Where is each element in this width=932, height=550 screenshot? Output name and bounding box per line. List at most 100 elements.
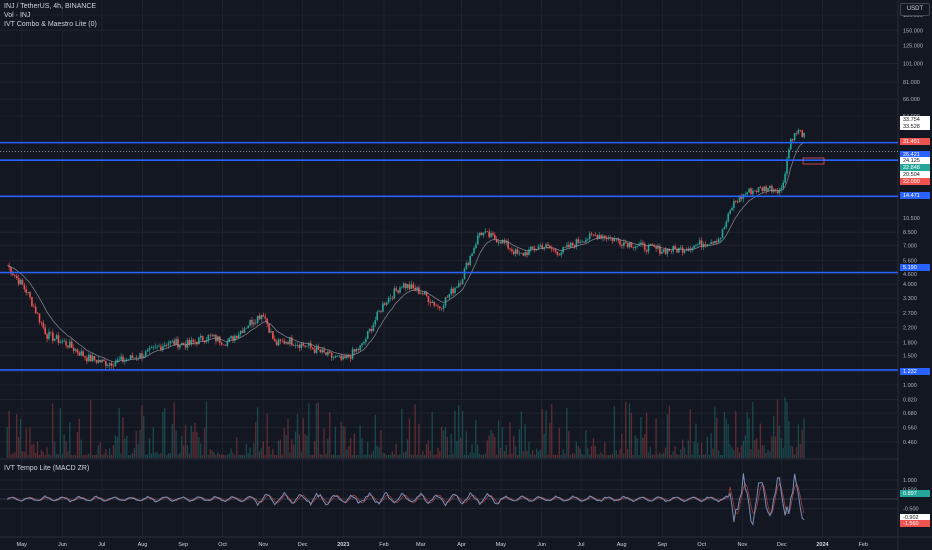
candle-body — [319, 349, 322, 353]
volume-bar — [560, 454, 562, 458]
y-tick-label: 1.500 — [903, 354, 917, 360]
volume-bar — [522, 451, 524, 458]
volume-bar — [748, 418, 750, 458]
volume-bar — [765, 452, 767, 458]
volume-bar — [619, 449, 621, 458]
candle-body — [165, 344, 168, 346]
candle-body — [340, 355, 342, 360]
candle-body — [662, 249, 665, 252]
volume-bar — [444, 427, 447, 458]
candle-body — [74, 349, 77, 351]
candle-body — [376, 311, 379, 321]
volume-bar — [162, 411, 164, 458]
candle-body — [93, 356, 96, 361]
candle-body — [357, 349, 360, 351]
candle-body — [454, 288, 456, 294]
volume-bar — [368, 454, 371, 458]
candle-body — [425, 291, 428, 297]
volume-bar — [167, 453, 170, 458]
volume-bar — [35, 452, 37, 458]
candle-body — [389, 297, 392, 299]
osc-value-label: -1.560 — [903, 521, 919, 527]
volume-bar — [693, 441, 695, 458]
volume-bar — [120, 453, 122, 458]
volume-bar — [613, 406, 615, 458]
price-axis-label: 31.451 — [903, 139, 920, 145]
candle-body — [29, 291, 31, 298]
oscillator-legend[interactable]: IVT Tempo Lite (MACD ZR) — [4, 465, 90, 472]
candle-body — [575, 239, 578, 247]
volume-bar — [554, 454, 557, 458]
candle-body — [429, 302, 432, 304]
volume-bar — [463, 454, 466, 458]
volume-bar — [63, 434, 65, 458]
volume-bar — [131, 453, 134, 458]
volume-bar — [630, 412, 633, 458]
volume-bar — [401, 408, 403, 458]
candle-body — [795, 133, 798, 134]
indicator-legend[interactable]: IVT Combo & Maestro Lite (0) — [4, 21, 97, 28]
volume-bar — [471, 444, 473, 458]
candle-body — [378, 310, 380, 312]
volume-bar — [399, 454, 401, 458]
volume-bar — [793, 454, 796, 458]
candle-body — [435, 305, 437, 307]
volume-bar — [330, 454, 333, 458]
volume-bar — [695, 423, 697, 458]
candle-body — [86, 357, 88, 362]
candle-body — [714, 240, 716, 244]
volume-legend[interactable]: Vol · INJ — [4, 12, 31, 19]
candle-body — [211, 335, 213, 337]
volume-bar — [310, 455, 312, 458]
volume-bar — [501, 427, 504, 458]
candle-body — [797, 129, 800, 134]
volume-bar — [406, 439, 409, 458]
volume-bar — [336, 454, 338, 458]
symbol-legend[interactable]: INJ / TetherUS, 4h, BINANCE — [4, 3, 97, 10]
candle-body — [791, 139, 794, 141]
volume-bar — [215, 454, 217, 458]
candle-body — [194, 341, 196, 343]
volume-bar — [238, 454, 240, 458]
candle-body — [721, 229, 724, 239]
candle-body — [505, 241, 508, 243]
price-axis-label-bg — [900, 138, 930, 145]
x-tick-label: Oct — [697, 542, 706, 548]
volume-bar — [626, 448, 629, 458]
x-tick-label: Aug — [617, 542, 627, 548]
candle-body — [786, 158, 788, 174]
volume-bar — [718, 450, 720, 458]
candle-body — [336, 356, 339, 357]
candle-body — [347, 354, 350, 357]
candle-body — [461, 279, 464, 285]
volume-bar — [687, 440, 689, 458]
candle-body — [670, 250, 673, 252]
candle-body — [456, 287, 458, 289]
candle-body — [497, 242, 500, 243]
volume-bar — [515, 446, 517, 458]
candle-body — [228, 338, 231, 342]
candle-body — [361, 343, 363, 346]
y-tick-label: 4.600 — [903, 272, 917, 278]
volume-bar — [719, 454, 722, 458]
volume-bar — [744, 435, 746, 458]
candle-body — [788, 149, 790, 159]
volume-bar — [795, 447, 798, 458]
candle-body — [224, 344, 227, 346]
osc-value-label: -0.902 — [903, 515, 919, 521]
currency-selector[interactable]: USDT — [900, 3, 930, 16]
candle-body — [70, 341, 73, 348]
volume-bar — [116, 436, 118, 458]
y-tick-label: 101.000 — [903, 61, 923, 67]
volume-bar — [194, 422, 196, 458]
volume-bar — [638, 454, 640, 458]
candle-body — [186, 339, 189, 348]
candle-body — [253, 322, 255, 325]
volume-bar — [708, 454, 710, 458]
candle-body — [125, 359, 128, 361]
candle-body — [254, 322, 257, 324]
candle-body — [564, 247, 566, 248]
price-axis-label: 5.190 — [903, 265, 917, 271]
price-axis-label-bg — [900, 368, 930, 375]
